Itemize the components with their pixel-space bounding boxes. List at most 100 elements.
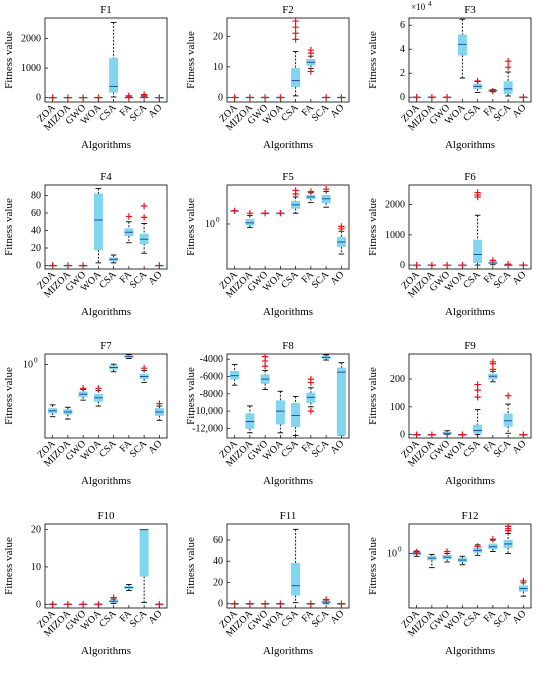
outlier-marker xyxy=(504,523,512,530)
box-mizoa xyxy=(63,262,73,269)
y-axis-label: Fitness value xyxy=(3,31,15,89)
x-axis-label: Algorithms xyxy=(81,306,131,318)
outlier-marker xyxy=(307,407,315,415)
box-gwo xyxy=(260,94,270,101)
outlier-marker xyxy=(95,94,102,101)
outlier-marker xyxy=(292,23,299,31)
x-tick-label: AO xyxy=(146,608,164,626)
box-csa xyxy=(109,254,119,264)
x-tick-label: CSA xyxy=(97,102,119,124)
box-woa xyxy=(457,555,467,566)
outlier-marker xyxy=(428,431,436,438)
outlier-marker xyxy=(307,68,315,75)
y-tick-label: 20 xyxy=(31,243,41,254)
outlier-marker xyxy=(95,601,102,608)
x-axis-label: Algorithms xyxy=(81,645,131,657)
y-tick-label: 40 xyxy=(31,226,41,237)
outlier-marker xyxy=(231,94,238,101)
chart-title: F11 xyxy=(280,510,297,522)
chart-title: F10 xyxy=(97,510,115,522)
box-zoa xyxy=(412,94,422,101)
outlier-marker xyxy=(338,94,345,101)
outlier-marker xyxy=(520,431,527,438)
x-axis-label: Algorithms xyxy=(81,475,131,487)
y-tick-label: 60 xyxy=(31,208,41,219)
y-tick-label: -10,000 xyxy=(192,406,223,417)
y-tick-label: 0 xyxy=(218,599,223,610)
box-gwo xyxy=(260,353,270,390)
box-gwo xyxy=(78,601,88,608)
box-ao xyxy=(154,94,164,101)
box-fa xyxy=(488,535,498,552)
chart-title: F3 xyxy=(464,4,476,16)
box-fa xyxy=(306,46,316,75)
y-tick-label: 200 xyxy=(390,374,405,385)
outlier-marker xyxy=(338,225,345,232)
y-tick-label: -6000 xyxy=(200,372,223,383)
y-axis-label: Fitness value xyxy=(185,537,197,595)
iqr-box xyxy=(275,400,285,425)
iqr-box xyxy=(291,563,301,596)
box-ao xyxy=(518,261,528,269)
y-multiplier: ×10 xyxy=(411,2,426,12)
box-sca xyxy=(321,94,331,101)
box-sca xyxy=(139,364,149,383)
box-sca xyxy=(139,91,149,100)
y-axis-label: Fitness value xyxy=(3,537,15,595)
outlier-marker xyxy=(428,94,436,101)
outlier-marker xyxy=(520,94,527,101)
iqr-box xyxy=(503,413,513,427)
x-tick-label: CSA xyxy=(461,608,483,630)
box-fa xyxy=(124,213,134,244)
plot-frame xyxy=(44,184,168,270)
box-ao xyxy=(336,94,346,101)
outlier-marker xyxy=(474,393,481,401)
box-ao xyxy=(154,262,164,269)
y-axis-label: Fitness value xyxy=(367,31,379,89)
chart-title: F2 xyxy=(282,4,294,16)
box-csa xyxy=(291,17,301,97)
chart-title: F4 xyxy=(100,171,112,183)
box-csa xyxy=(109,21,119,98)
box-zoa xyxy=(230,600,240,607)
box-fa xyxy=(488,257,498,266)
y-tick-label: 10 xyxy=(213,62,223,73)
outlier-marker xyxy=(261,210,269,217)
box-ao xyxy=(518,577,528,597)
y-tick-label: 0 xyxy=(218,92,223,103)
box-zoa xyxy=(48,404,58,418)
box-zoa xyxy=(230,94,240,101)
x-tick-label: CSA xyxy=(279,102,301,124)
box-zoa xyxy=(230,207,240,214)
box-csa xyxy=(109,363,119,373)
y-tick-label: 80 xyxy=(31,191,41,202)
plot-frame xyxy=(226,353,350,439)
outlier-marker xyxy=(231,600,238,607)
x-tick-label: AO xyxy=(328,438,346,456)
y-tick-label: 0 xyxy=(36,261,41,272)
x-axis-label: Algorithms xyxy=(263,645,313,657)
box-fa xyxy=(488,358,498,383)
plot-frame xyxy=(408,523,532,609)
outlier-marker xyxy=(489,358,497,365)
box-mizoa xyxy=(245,94,255,101)
outlier-marker xyxy=(156,262,163,269)
outlier-marker xyxy=(307,188,315,195)
box-gwo xyxy=(442,548,452,563)
outlier-marker xyxy=(156,94,163,101)
outlier-marker xyxy=(504,64,512,71)
y-tick-label: 60 xyxy=(213,535,223,546)
outlier-marker xyxy=(307,379,315,386)
box-sca xyxy=(321,186,331,208)
box-mizoa xyxy=(245,600,255,607)
outlier-marker xyxy=(246,210,254,217)
box-csa xyxy=(291,187,301,214)
x-tick-label: AO xyxy=(510,269,528,287)
box-csa xyxy=(109,594,119,604)
chart-title: F6 xyxy=(464,171,476,183)
x-tick-label: CSA xyxy=(461,102,483,124)
